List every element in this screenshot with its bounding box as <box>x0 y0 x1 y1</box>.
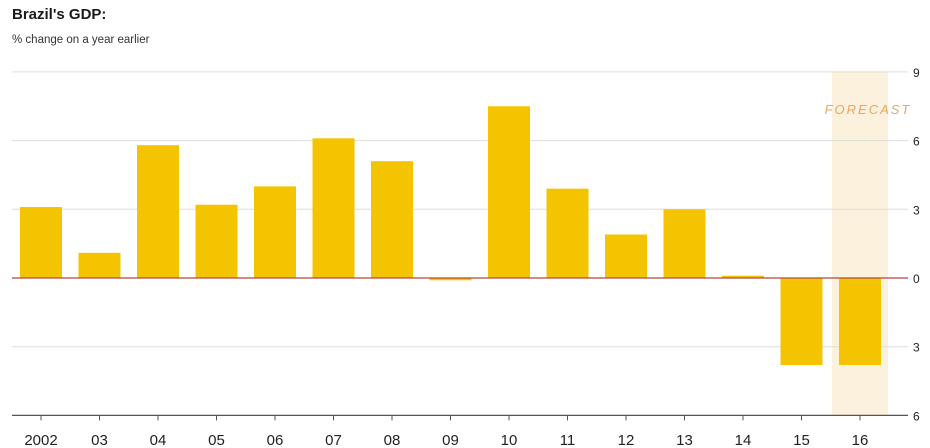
x-tick-label: 09 <box>442 432 459 448</box>
bar-04 <box>137 145 179 278</box>
bar-11 <box>546 188 589 278</box>
bar-06 <box>254 186 296 278</box>
x-tick-label: 2002 <box>24 432 57 448</box>
x-tick-label: 11 <box>560 432 576 448</box>
x-tick-label: 15 <box>793 432 810 448</box>
x-tick-label: 14 <box>735 432 752 448</box>
bar-05 <box>195 204 238 278</box>
x-tick-label: 03 <box>91 432 108 448</box>
y-tick-label: 6 <box>913 409 920 423</box>
y-tick-label: 3 <box>913 341 920 355</box>
bar-10 <box>488 106 530 278</box>
x-tick-label: 10 <box>501 432 518 448</box>
y-tick-label: 0 <box>913 272 920 286</box>
y-tick-label: 6 <box>913 135 920 149</box>
bar-08 <box>371 161 413 278</box>
bar-14 <box>722 275 764 278</box>
x-tick-label: 16 <box>852 432 869 448</box>
x-tick-label: 13 <box>676 432 693 448</box>
bar-03 <box>78 252 121 278</box>
bar-07 <box>312 138 355 278</box>
bar-15 <box>780 278 823 366</box>
x-tick-label: 07 <box>325 432 342 448</box>
x-tick-label: 08 <box>384 432 401 448</box>
bar-2002 <box>20 207 62 278</box>
bar-13 <box>663 209 706 278</box>
x-tick-label: 04 <box>150 432 167 448</box>
x-tick-label: 06 <box>267 432 284 448</box>
chart-title: Brazil's GDP: <box>12 6 107 23</box>
x-tick-label: 05 <box>208 432 225 448</box>
x-tick-label: 12 <box>618 432 635 448</box>
forecast-label: FORECAST <box>825 102 912 117</box>
bar-12 <box>605 234 647 278</box>
chart-subtitle: % change on a year earlier <box>12 34 150 46</box>
y-tick-label: 3 <box>913 203 920 217</box>
bar-16 <box>839 278 881 366</box>
bar-09 <box>429 278 472 281</box>
y-tick-label: 9 <box>913 66 920 80</box>
